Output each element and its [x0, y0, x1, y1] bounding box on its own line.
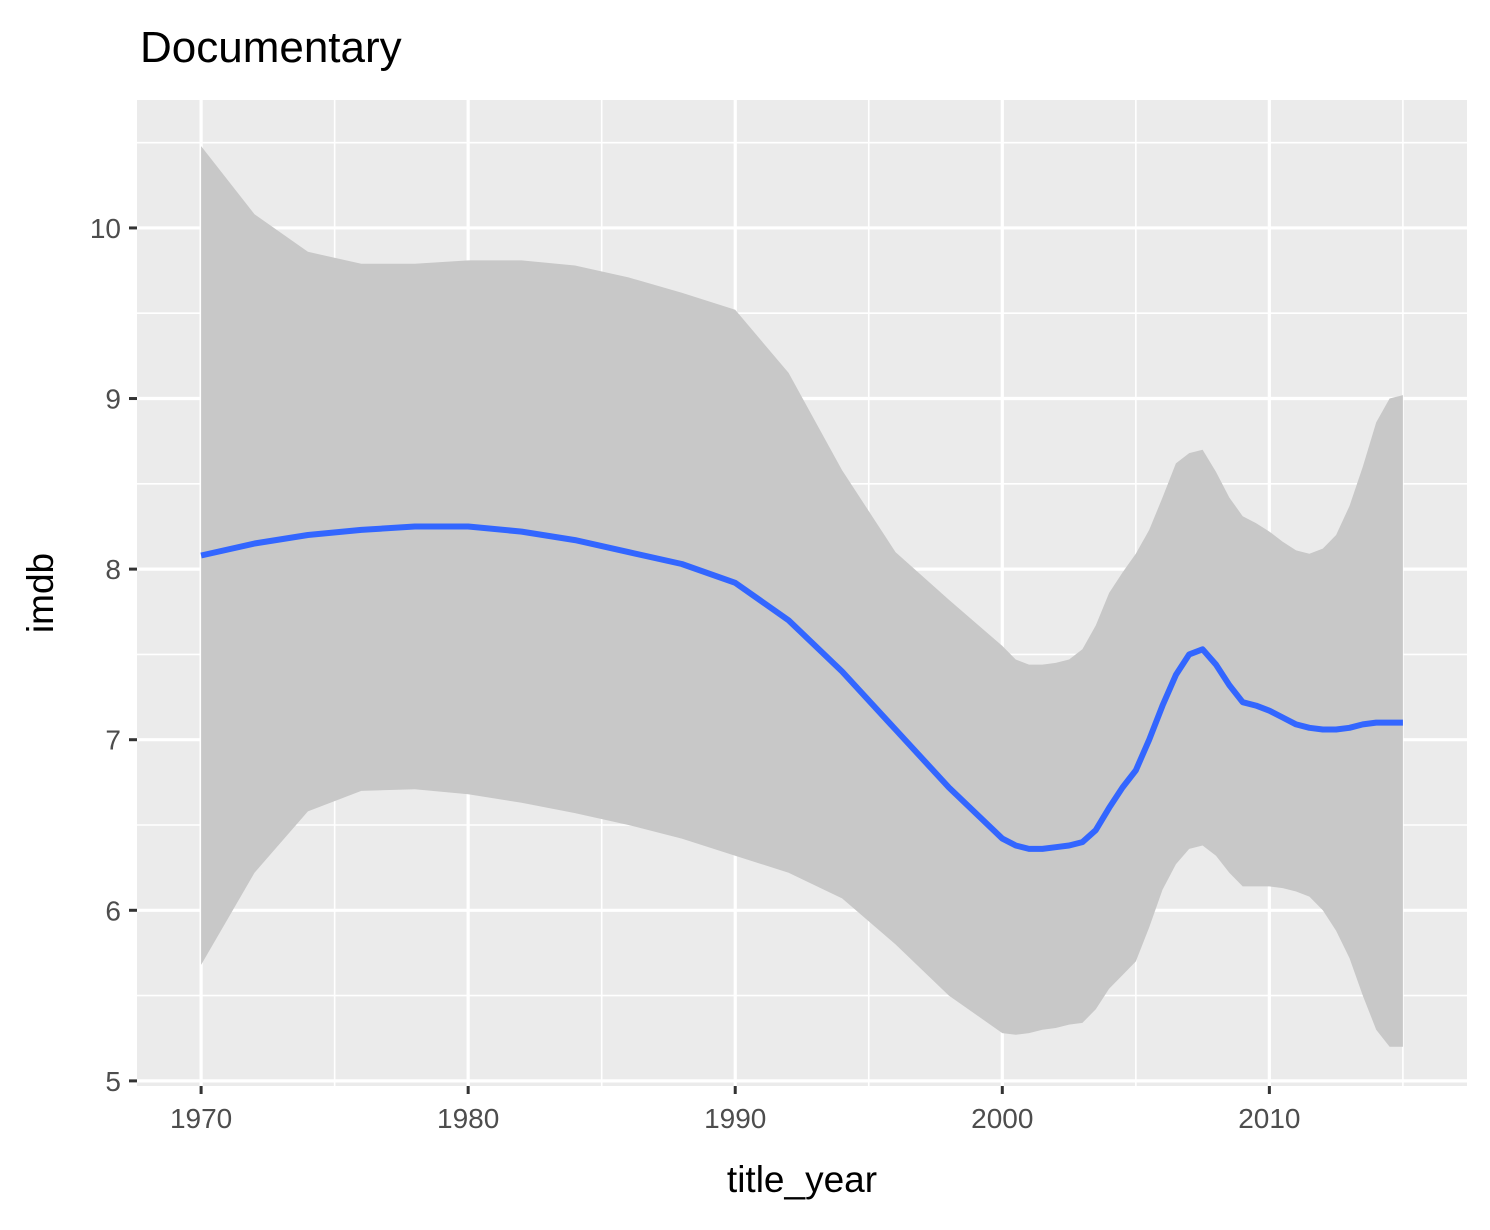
y-tick-label: 10 [90, 213, 121, 244]
x-tick-label: 1980 [437, 1103, 499, 1134]
x-tick-label: 1990 [704, 1103, 766, 1134]
x-tick-label: 2000 [971, 1103, 1033, 1134]
y-tick-label: 6 [105, 895, 121, 926]
x-axis-title: title_year [727, 1159, 877, 1200]
y-axis-ticks: 5 6 7 8 9 10 [90, 213, 137, 1097]
x-tick-label: 1970 [170, 1103, 232, 1134]
y-axis-title: imdb [20, 553, 61, 633]
chart-title: Documentary [140, 23, 402, 72]
y-tick-label: 5 [105, 1066, 121, 1097]
y-tick-label: 9 [105, 384, 121, 415]
x-tick-label: 2010 [1238, 1103, 1300, 1134]
x-axis-ticks: 1970 1980 1990 2000 2010 [170, 1086, 1301, 1134]
y-tick-label: 8 [105, 554, 121, 585]
smooth-line [200, 523, 1403, 852]
y-tick-label: 7 [105, 725, 121, 756]
